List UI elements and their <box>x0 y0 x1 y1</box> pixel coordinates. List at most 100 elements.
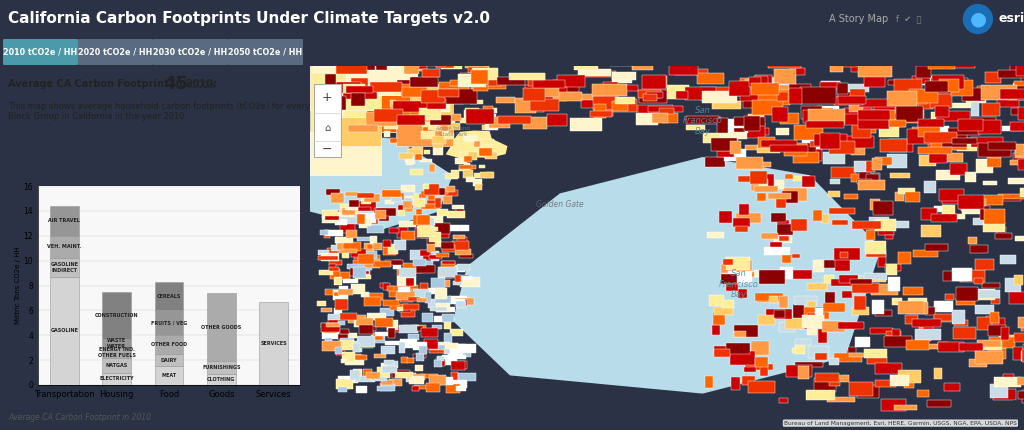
Bar <box>353 369 362 376</box>
Bar <box>402 304 419 310</box>
Bar <box>801 307 828 319</box>
Bar <box>460 74 481 86</box>
Bar <box>945 294 953 300</box>
Bar <box>1018 317 1024 328</box>
Bar <box>941 198 965 204</box>
Bar <box>834 353 862 362</box>
Bar <box>351 284 365 294</box>
Bar <box>464 110 477 117</box>
Bar <box>939 79 958 92</box>
Bar <box>467 135 476 142</box>
Bar <box>997 92 1024 100</box>
Bar <box>714 307 733 314</box>
Bar <box>938 342 964 352</box>
Bar <box>457 275 469 286</box>
Bar <box>474 141 480 147</box>
Bar <box>806 390 835 400</box>
Bar <box>102 358 131 372</box>
Bar <box>438 270 452 278</box>
Bar <box>259 302 288 385</box>
Bar <box>353 344 360 352</box>
Bar <box>326 289 339 295</box>
Bar <box>348 315 367 323</box>
Bar <box>421 90 445 103</box>
Bar <box>50 236 79 258</box>
Bar <box>965 172 976 182</box>
Bar <box>1002 126 1022 132</box>
Bar <box>783 84 793 93</box>
Bar <box>325 117 381 146</box>
Bar <box>1023 344 1024 355</box>
Bar <box>701 91 737 103</box>
Bar <box>759 270 785 284</box>
Bar <box>371 335 385 343</box>
Bar <box>820 82 841 89</box>
Bar <box>800 322 812 329</box>
Bar <box>484 123 498 129</box>
Bar <box>429 164 435 172</box>
Bar <box>341 359 347 362</box>
Bar <box>916 66 931 79</box>
Bar <box>364 216 378 224</box>
Bar <box>924 181 936 193</box>
Bar <box>931 78 968 94</box>
Bar <box>582 100 595 108</box>
Bar <box>422 313 432 322</box>
Bar <box>983 143 998 148</box>
Text: tCO2e: tCO2e <box>184 82 215 90</box>
Bar <box>736 157 763 169</box>
Bar <box>821 81 841 86</box>
Bar <box>794 296 817 305</box>
Bar <box>898 369 921 383</box>
Bar <box>397 193 403 200</box>
Bar <box>934 206 942 212</box>
Bar <box>719 211 731 223</box>
Bar <box>798 89 818 101</box>
Y-axis label: Metric Tons CO2e / HH: Metric Tons CO2e / HH <box>14 247 20 324</box>
Bar <box>460 276 479 287</box>
Bar <box>360 195 371 204</box>
Bar <box>384 131 389 138</box>
Bar <box>768 85 782 92</box>
Bar <box>705 376 713 388</box>
Bar <box>358 254 374 264</box>
Bar <box>436 253 450 257</box>
Bar <box>332 210 339 218</box>
Bar <box>456 386 466 391</box>
Bar <box>958 203 983 209</box>
Text: ELECTRICITY: ELECTRICITY <box>99 376 134 381</box>
Bar <box>431 252 439 261</box>
Bar <box>410 250 428 260</box>
Bar <box>815 353 827 359</box>
Bar <box>739 204 749 215</box>
Bar <box>382 366 397 373</box>
Bar <box>319 230 329 235</box>
Bar <box>434 289 447 299</box>
Bar <box>648 106 683 112</box>
Bar <box>904 316 918 324</box>
Bar <box>1017 377 1024 385</box>
Bar <box>430 115 451 125</box>
Bar <box>472 68 498 80</box>
Bar <box>754 84 763 95</box>
Bar <box>757 294 781 302</box>
Bar <box>451 361 465 370</box>
Bar <box>402 326 419 331</box>
Bar <box>590 111 611 117</box>
Bar <box>390 100 396 107</box>
Bar <box>387 361 397 368</box>
Bar <box>835 248 860 260</box>
Bar <box>408 147 417 153</box>
Bar <box>936 170 961 180</box>
Bar <box>378 212 392 215</box>
Bar <box>358 206 371 211</box>
Bar <box>1009 86 1024 100</box>
Bar <box>890 375 909 386</box>
Bar <box>982 283 1000 288</box>
Bar <box>337 243 343 250</box>
Bar <box>427 200 438 204</box>
Bar <box>102 339 131 348</box>
Bar <box>397 276 416 286</box>
Bar <box>352 260 360 268</box>
Bar <box>401 231 415 240</box>
